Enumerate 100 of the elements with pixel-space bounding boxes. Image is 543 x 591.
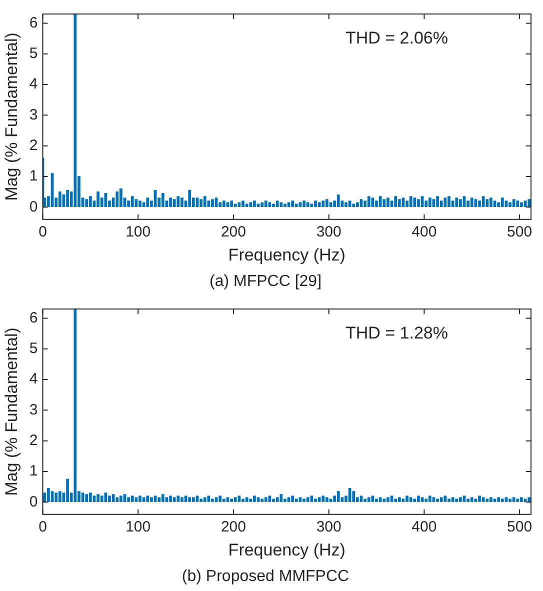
bar xyxy=(172,199,176,207)
x-axis-title: Frequency (Hz) xyxy=(228,540,346,560)
bar xyxy=(409,497,412,502)
bar xyxy=(382,199,386,207)
bar xyxy=(272,498,275,502)
bar xyxy=(528,497,531,502)
bar xyxy=(512,199,516,207)
annotation: THD = 1.28% xyxy=(345,324,448,343)
bar xyxy=(524,498,527,502)
bar xyxy=(413,198,416,207)
bar xyxy=(242,200,244,207)
bar xyxy=(249,498,252,502)
bar xyxy=(260,202,264,207)
y-tick-label: 3 xyxy=(29,106,38,124)
bar xyxy=(291,496,294,502)
y-tick-label: 1 xyxy=(29,168,38,185)
x-tick-label: 200 xyxy=(220,518,246,536)
bar xyxy=(520,202,523,207)
bar xyxy=(428,198,432,207)
bar xyxy=(74,14,77,207)
bar xyxy=(85,494,88,502)
bar xyxy=(493,498,496,502)
bar xyxy=(138,496,142,502)
y-tick-label: 3 xyxy=(29,401,38,418)
bar xyxy=(520,497,523,502)
bar xyxy=(444,198,447,207)
x-tick-label: 400 xyxy=(412,518,437,536)
bar xyxy=(417,199,420,207)
bar xyxy=(226,497,230,502)
bar xyxy=(406,496,408,502)
bar xyxy=(249,202,252,207)
bar xyxy=(130,196,134,207)
bar xyxy=(226,202,230,207)
bar xyxy=(88,196,92,207)
bar xyxy=(54,492,58,502)
bar xyxy=(298,202,302,207)
bar xyxy=(413,498,416,502)
annotation: THD = 2.06% xyxy=(345,28,448,48)
bar xyxy=(203,497,206,502)
bar xyxy=(245,204,248,207)
bar xyxy=(378,497,382,502)
bar xyxy=(420,497,424,502)
bar xyxy=(108,496,111,502)
bar xyxy=(497,497,500,502)
bar xyxy=(280,202,283,207)
bar xyxy=(158,497,161,502)
bar xyxy=(352,491,356,502)
bar xyxy=(516,498,520,502)
bar xyxy=(88,492,92,502)
bar xyxy=(188,190,192,207)
bar xyxy=(512,497,516,502)
y-tick-label: 6 xyxy=(29,309,38,326)
bar xyxy=(382,498,386,502)
bar xyxy=(172,497,176,502)
bar xyxy=(466,498,470,502)
bar xyxy=(116,191,119,207)
x-tick-label: 400 xyxy=(412,224,437,241)
bar xyxy=(96,191,100,207)
bar xyxy=(154,496,157,502)
bar xyxy=(455,198,458,207)
bar xyxy=(245,497,248,502)
bar xyxy=(516,200,520,207)
bar xyxy=(230,498,233,502)
x-tick-label: 500 xyxy=(507,518,532,536)
y-tick-label: 2 xyxy=(29,432,38,449)
bar xyxy=(504,497,508,502)
bar xyxy=(528,199,531,207)
bar xyxy=(386,198,390,207)
y-axis-title: Mag (% Fundamental) xyxy=(2,328,21,496)
bar xyxy=(165,497,168,502)
bar xyxy=(371,496,374,502)
bar xyxy=(92,496,96,502)
bar xyxy=(378,196,382,207)
bar xyxy=(352,204,356,207)
bar xyxy=(318,497,321,502)
bar xyxy=(398,497,401,502)
bar xyxy=(462,496,466,502)
bar xyxy=(508,498,512,502)
bar xyxy=(203,196,206,207)
bar xyxy=(222,498,226,502)
x-tick-label: 300 xyxy=(316,224,342,241)
text: (a) MFPCC [29] xyxy=(209,272,322,290)
y-tick-label: 0 xyxy=(29,493,38,510)
bar xyxy=(242,498,244,502)
bar xyxy=(306,497,310,502)
bar xyxy=(302,200,306,207)
bar xyxy=(256,204,260,207)
bar xyxy=(336,194,340,207)
bar xyxy=(222,200,226,207)
bar xyxy=(169,198,172,207)
bar xyxy=(436,196,439,207)
bar xyxy=(234,497,237,502)
bar xyxy=(459,199,462,207)
x-tick-label: 100 xyxy=(126,224,151,241)
bar xyxy=(302,498,306,502)
bar xyxy=(284,204,286,207)
bar xyxy=(211,199,214,207)
x-tick-label: 300 xyxy=(316,518,342,536)
bar xyxy=(386,497,390,502)
bar xyxy=(260,498,264,502)
